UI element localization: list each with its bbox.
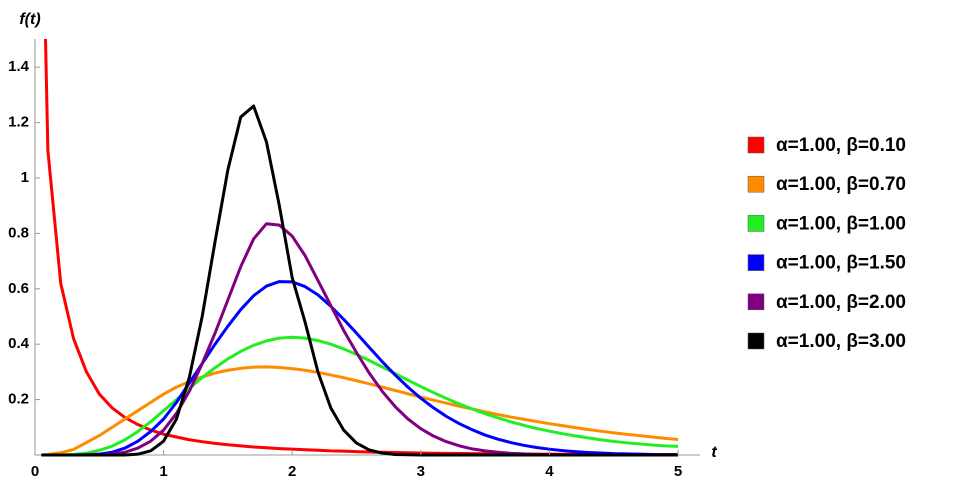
series-line xyxy=(41,280,678,457)
legend-swatch xyxy=(747,175,765,193)
x-tick-label: 0 xyxy=(31,463,39,480)
series-line xyxy=(41,104,678,457)
series-line xyxy=(41,222,678,457)
y-tick-label: 0.6 xyxy=(8,280,29,297)
plot-area xyxy=(41,39,679,457)
legend-label: α=1.00, β=1.50 xyxy=(776,253,906,274)
y-tick-label: 1.2 xyxy=(8,114,29,131)
y-tick-label: 0.4 xyxy=(8,335,30,352)
legend-swatch xyxy=(747,293,765,311)
legend-label: α=1.00, β=0.10 xyxy=(776,135,906,156)
y-tick-label: 1.4 xyxy=(8,58,30,75)
y-tick-label: 0.2 xyxy=(8,391,29,408)
y-tick-label: 0.8 xyxy=(8,224,29,241)
legend-label: α=1.00, β=2.00 xyxy=(776,292,906,313)
legend-label: α=1.00, β=1.00 xyxy=(776,213,906,234)
x-tick-label: 5 xyxy=(674,463,682,480)
legend-label: α=1.00, β=0.70 xyxy=(776,174,906,195)
legend-label: α=1.00, β=3.00 xyxy=(776,331,906,352)
x-tick-label: 3 xyxy=(417,463,425,480)
legend-swatch xyxy=(747,215,765,232)
x-tick-label: 2 xyxy=(288,463,296,480)
x-tick-label: 4 xyxy=(545,463,554,480)
legend-swatch xyxy=(747,254,765,271)
y-tick-label: 1 xyxy=(21,169,29,186)
y-axis-label: f(t) xyxy=(19,11,40,28)
series-line xyxy=(41,365,679,457)
x-tick-label: 1 xyxy=(159,463,167,480)
series-line xyxy=(44,39,679,457)
legend-swatch xyxy=(747,332,765,350)
legend-swatch xyxy=(747,136,765,154)
x-axis-label: t xyxy=(711,444,717,461)
